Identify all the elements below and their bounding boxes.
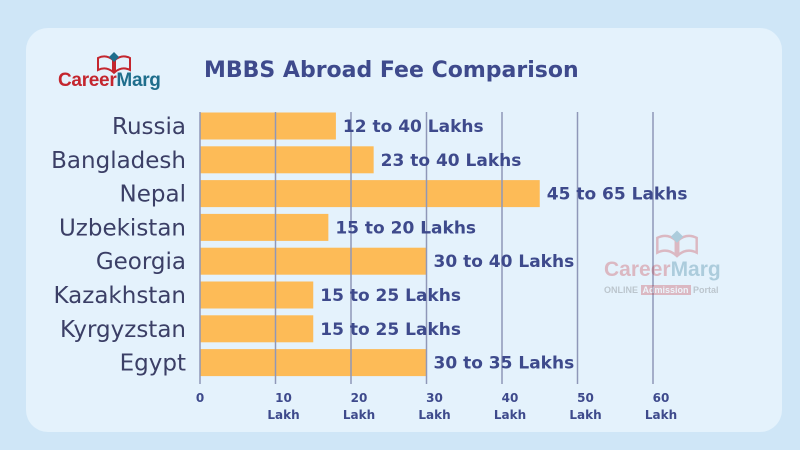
data-label: 15 to 25 Lakhs — [320, 286, 461, 306]
x-tick-label: 10 — [275, 391, 292, 405]
x-tick-label: 40 — [502, 391, 519, 405]
bar — [200, 112, 336, 140]
logo-text: CareerMarg — [58, 70, 161, 91]
x-tick-unit: Lakh — [645, 408, 677, 422]
x-tick-label: 20 — [351, 391, 368, 405]
category-label: Kyrgyzstan — [60, 317, 186, 343]
x-tick-unit: Lakh — [569, 408, 601, 422]
bar — [200, 315, 314, 343]
data-label: 15 to 25 Lakhs — [320, 320, 461, 340]
careermarg-watermark: CareerMarg ONLINE Admission Portal — [604, 228, 754, 304]
category-label: Uzbekistan — [59, 215, 186, 241]
bar — [200, 247, 427, 275]
x-tick-label: 50 — [577, 391, 594, 405]
bar — [200, 213, 329, 241]
category-label: Georgia — [96, 249, 186, 275]
bar — [200, 180, 540, 208]
bar — [200, 146, 374, 174]
data-label: 45 to 65 Lakhs — [547, 185, 688, 205]
x-tick-label: 60 — [653, 391, 670, 405]
category-label: Russia — [112, 114, 186, 140]
category-label: Egypt — [120, 351, 186, 377]
bar — [200, 349, 427, 377]
category-label: Nepal — [120, 182, 186, 208]
data-label: 12 to 40 Lakhs — [343, 117, 484, 137]
category-label: Bangladesh — [51, 148, 186, 174]
x-tick-unit: Lakh — [267, 408, 299, 422]
careermarg-logo: CareerMarg — [58, 50, 178, 98]
x-tick-label: 0 — [196, 391, 204, 405]
x-tick-unit: Lakh — [418, 408, 450, 422]
x-tick-label: 30 — [426, 391, 443, 405]
watermark-subtitle: ONLINE Admission Portal — [604, 285, 719, 295]
book-emblem-icon — [97, 52, 131, 75]
data-label: 30 to 35 Lakhs — [434, 354, 575, 374]
bar — [200, 281, 314, 309]
chart-title: MBBS Abroad Fee Comparison — [204, 58, 579, 83]
data-label: 30 to 40 Lakhs — [434, 252, 575, 272]
data-label: 15 to 20 Lakhs — [335, 218, 476, 238]
x-tick-unit: Lakh — [343, 408, 375, 422]
category-label: Kazakhstan — [53, 283, 186, 309]
data-label: 23 to 40 Lakhs — [381, 151, 522, 171]
watermark-book-icon — [656, 230, 698, 258]
watermark-text: CareerMarg — [604, 258, 721, 281]
x-tick-unit: Lakh — [494, 408, 526, 422]
